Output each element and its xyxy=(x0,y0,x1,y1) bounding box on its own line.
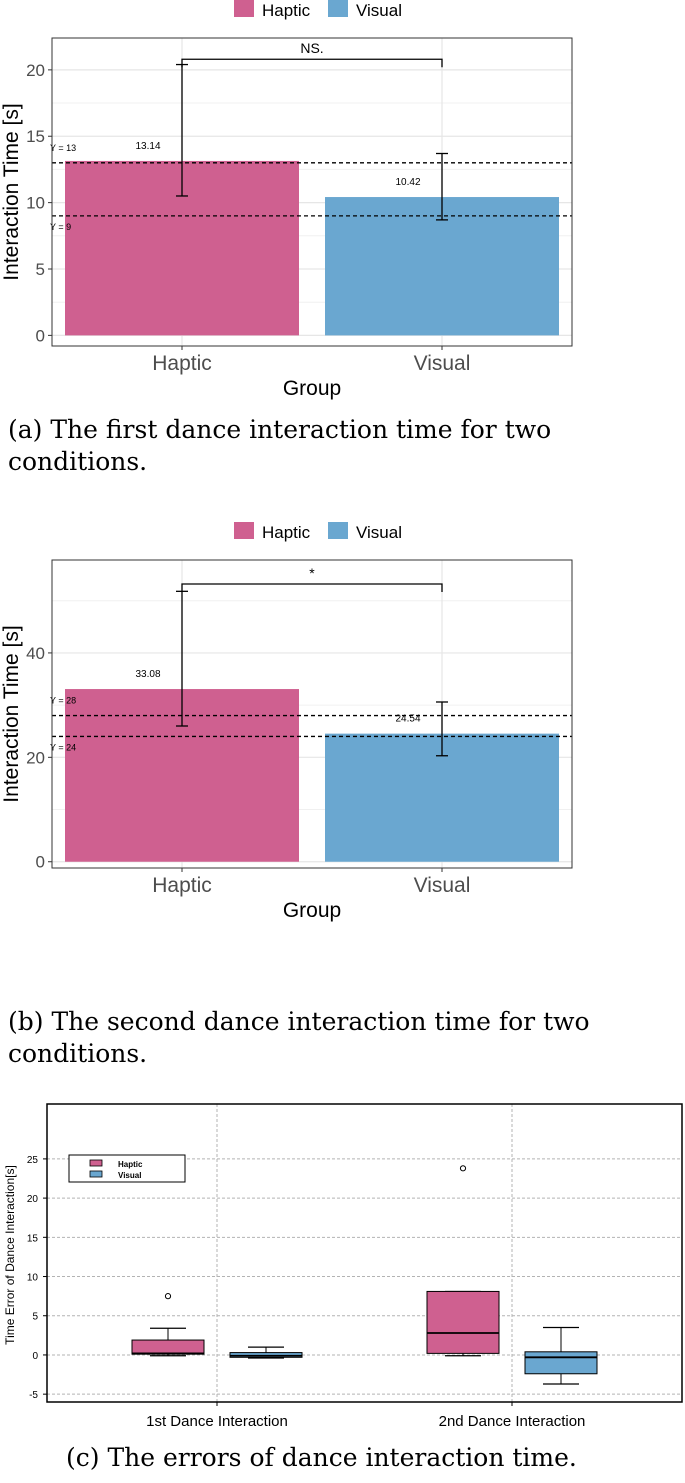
y-tick-label: -5 xyxy=(29,1390,38,1401)
reference-line-label: Y = 24 xyxy=(50,742,76,752)
data-label: 33.08 xyxy=(135,669,160,680)
box-visual-2 xyxy=(524,1351,598,1375)
legend-label-haptic: Haptic xyxy=(262,523,311,542)
y-axis-title: Interaction Time [s] xyxy=(0,625,23,802)
y-tick-label: 0 xyxy=(32,1351,38,1362)
legend-swatch-haptic xyxy=(89,1159,103,1167)
x-tick-label: 2nd Dance Interaction xyxy=(439,1413,586,1430)
y-tick-label: 40 xyxy=(26,644,45,663)
y-tick-label: 10 xyxy=(26,194,45,213)
chart-svg: Haptic Visual Y = 28 Y = 24 33.08 24.54 * 0 20 40… xyxy=(0,522,573,922)
plot-border xyxy=(46,1103,683,1403)
significance-bracket xyxy=(181,58,443,68)
y-tick-label: 5 xyxy=(32,1312,38,1323)
y-tick-label: 20 xyxy=(26,61,45,80)
legend-swatch-visual xyxy=(89,1170,103,1178)
reference-line-label: Y = 13 xyxy=(50,143,76,153)
plot-border xyxy=(51,37,573,347)
significance-label: * xyxy=(309,565,315,581)
x-axis-title: Group xyxy=(283,899,341,922)
y-tick-label: 15 xyxy=(27,1233,39,1244)
significance-label: NS. xyxy=(300,40,323,56)
data-label: 24.54 xyxy=(395,714,420,725)
x-tick-label: Haptic xyxy=(152,874,212,897)
x-tick-label: Visual xyxy=(414,874,471,897)
legend-label-visual: Visual xyxy=(118,1171,141,1180)
caption-b: (b) The second dance interaction time fo… xyxy=(8,1007,590,1068)
data-label: 13.14 xyxy=(135,141,160,152)
legend-swatch-haptic xyxy=(234,522,254,539)
y-axis-title: Interaction Time [s] xyxy=(0,103,23,280)
legend-label-haptic: Haptic xyxy=(262,1,311,20)
reference-line-label: Y = 28 xyxy=(50,696,76,706)
y-axis-title: Time Error of Dance Interaction[s] xyxy=(3,1165,17,1345)
plot-border xyxy=(51,559,573,869)
x-tick-label: Haptic xyxy=(152,352,212,375)
reference-line-label: Y = 9 xyxy=(50,222,71,232)
legend-swatch-visual xyxy=(328,522,348,539)
y-tick-label: 20 xyxy=(27,1194,39,1205)
box-haptic-2 xyxy=(426,1290,500,1354)
outlier-haptic-1 xyxy=(164,1293,172,1300)
y-tick-label: 25 xyxy=(27,1155,39,1166)
y-tick-label: 20 xyxy=(26,748,45,767)
data-label: 10.42 xyxy=(395,177,420,188)
x-tick-label: 1st Dance Interaction xyxy=(146,1413,288,1430)
y-tick-label: 15 xyxy=(26,127,45,146)
box-haptic-1 xyxy=(131,1339,205,1355)
legend-label-visual: Visual xyxy=(356,523,402,542)
caption-a: (a) The first dance interaction time for… xyxy=(8,415,552,476)
y-tick-label: 0 xyxy=(36,853,45,872)
y-tick-label: 10 xyxy=(27,1273,39,1284)
significance-bracket xyxy=(181,583,443,593)
chart-svg: Haptic Visual Y = 13 Y = 9 13.14 10.42 NS. 0 5 10… xyxy=(0,0,573,400)
y-tick-label: 0 xyxy=(36,326,45,345)
y-tick-label: 5 xyxy=(36,260,45,279)
x-tick-label: Visual xyxy=(414,352,471,375)
legend-box xyxy=(68,1154,186,1183)
x-axis-title: Group xyxy=(283,377,341,400)
legend-swatch-visual xyxy=(328,0,348,17)
caption-c: (c) The errors of dance interaction time… xyxy=(66,1443,577,1472)
chart-svg: Haptic Visual -5 0 5 10 15 20 25 1st Dance Intera… xyxy=(3,1103,683,1430)
legend-label-visual: Visual xyxy=(356,1,402,20)
legend-label-haptic: Haptic xyxy=(118,1160,143,1169)
outlier-haptic-2 xyxy=(459,1165,467,1172)
legend-swatch-haptic xyxy=(234,0,254,17)
